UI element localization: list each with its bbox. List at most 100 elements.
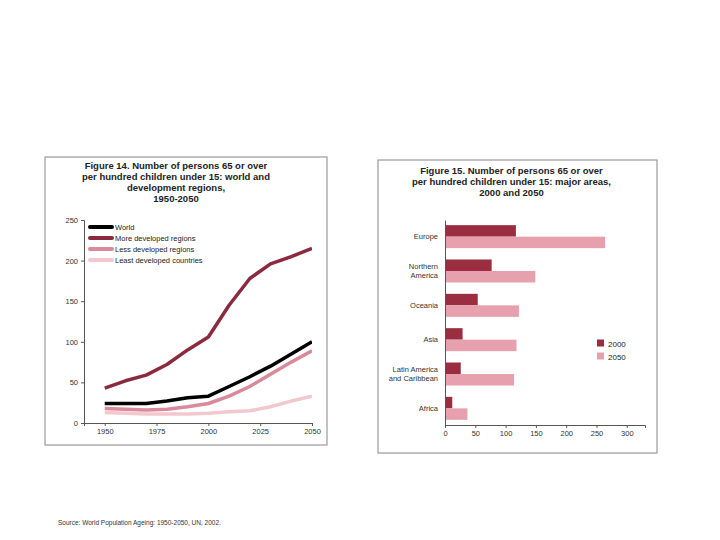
legend: World More developed regions Less develope… <box>90 223 203 265</box>
legend-label: Less developed regions <box>115 245 194 254</box>
legend-swatch <box>597 340 604 347</box>
tick: 50 <box>70 378 84 387</box>
tick-mark <box>81 342 84 343</box>
tick: Asia <box>423 335 445 344</box>
legend-swatch <box>90 247 112 251</box>
tick-mark <box>475 425 476 428</box>
tick-label: 50 <box>472 429 480 438</box>
legend: 2000 2050 <box>597 340 626 362</box>
tick-label: 200 <box>65 257 78 266</box>
series-line <box>105 396 312 414</box>
tick: 300 <box>621 425 634 438</box>
tick-label: 250 <box>591 429 604 438</box>
tick-label: 200 <box>560 429 573 438</box>
legend-label: 2050 <box>608 353 626 362</box>
tick-label: 250 <box>65 216 78 225</box>
tick: 0 <box>443 425 447 438</box>
tick-label: 150 <box>65 297 78 306</box>
axis: 0 50 100 150 200 250 300 <box>443 425 645 438</box>
chart: Figure 15. Number of persons 65 or overp… <box>378 160 657 453</box>
tick-mark <box>105 423 106 426</box>
tick-label: 300 <box>621 429 634 438</box>
bar <box>445 363 461 375</box>
tick-label: 2000 <box>201 427 218 436</box>
tick-label: 2025 <box>252 427 269 436</box>
axis: 0 50 100 150 200 250 <box>65 216 84 428</box>
tick-mark <box>81 301 84 302</box>
tick: 1950 <box>97 423 114 436</box>
legend-label: World <box>115 223 134 232</box>
legend-swatch <box>90 225 112 229</box>
bar <box>445 374 514 386</box>
tick-mark <box>81 423 84 424</box>
tick: 0 <box>74 419 84 428</box>
category-label: Latin Americaand Caribbean <box>389 365 439 382</box>
tick: 150 <box>65 297 84 306</box>
tick: Europe <box>414 232 445 241</box>
source-note: Source: World Population Ageing: 1950-20… <box>58 519 221 527</box>
legend-swatch <box>90 236 112 240</box>
axis: 1950 1975 2000 2025 2050 <box>85 423 321 436</box>
tick-mark <box>536 425 537 428</box>
tick-label: 50 <box>70 378 78 387</box>
tick: 150 <box>530 425 543 438</box>
bar <box>445 225 516 237</box>
tick-mark <box>81 220 84 221</box>
bar <box>445 408 467 420</box>
bar <box>445 328 463 340</box>
tick-mark <box>157 423 158 426</box>
tick-mark <box>312 423 313 426</box>
bar <box>445 237 605 249</box>
axis-line <box>81 221 85 424</box>
tick: Latin Americaand Caribbean <box>389 365 445 382</box>
axis: EuropeNorthernAmericaOceaniaAsiaLatin Am… <box>389 221 446 426</box>
tick-mark <box>597 425 598 428</box>
bar <box>445 397 452 409</box>
category-label: Europe <box>414 232 438 241</box>
chart-title: Figure 15. Number of persons 65 or overp… <box>412 165 611 198</box>
chart-frame <box>378 160 657 453</box>
page: Figure 14. Number of persons 65 or overp… <box>0 0 720 540</box>
chart-title: Figure 14. Number of persons 65 or overp… <box>82 160 270 204</box>
tick-label: 1950 <box>97 427 114 436</box>
tick-label: 0 <box>443 429 447 438</box>
tick: 1975 <box>149 423 166 436</box>
category-label: Oceania <box>410 301 439 310</box>
tick-label: 1975 <box>149 427 166 436</box>
tick-label: 0 <box>74 419 78 428</box>
bar <box>445 305 519 317</box>
bar <box>445 259 492 271</box>
tick-mark <box>566 425 567 428</box>
legend-label: 2000 <box>608 340 626 349</box>
tick: Africa <box>419 404 445 413</box>
tick: 50 <box>472 425 480 438</box>
axis-line <box>446 426 646 429</box>
category-label: Africa <box>419 404 439 413</box>
series-line <box>105 351 312 410</box>
bar <box>445 271 535 283</box>
legend-label: More developed regions <box>115 234 196 243</box>
tick-label: 100 <box>500 429 513 438</box>
tick: 2025 <box>252 423 269 436</box>
tick: Oceania <box>410 301 445 310</box>
bar <box>445 340 517 352</box>
tick: 200 <box>560 425 573 438</box>
bar <box>445 294 478 306</box>
tick-mark <box>506 425 507 428</box>
tick-mark <box>81 382 84 383</box>
axis-line <box>85 424 313 427</box>
tick: 100 <box>65 338 84 347</box>
plot-area <box>445 225 605 420</box>
tick-mark <box>81 261 84 262</box>
tick: 100 <box>500 425 513 438</box>
legend-swatch <box>597 353 604 360</box>
category-label: Asia <box>423 335 438 344</box>
tick: 250 <box>591 425 604 438</box>
tick: 2050 <box>304 423 321 436</box>
tick-label: 100 <box>65 338 78 347</box>
legend-swatch <box>90 258 112 262</box>
series-line <box>105 342 312 404</box>
tick-mark <box>208 423 209 426</box>
chart: Figure 14. Number of persons 65 or overp… <box>45 157 327 445</box>
legend-label: Least developed countries <box>115 256 203 265</box>
